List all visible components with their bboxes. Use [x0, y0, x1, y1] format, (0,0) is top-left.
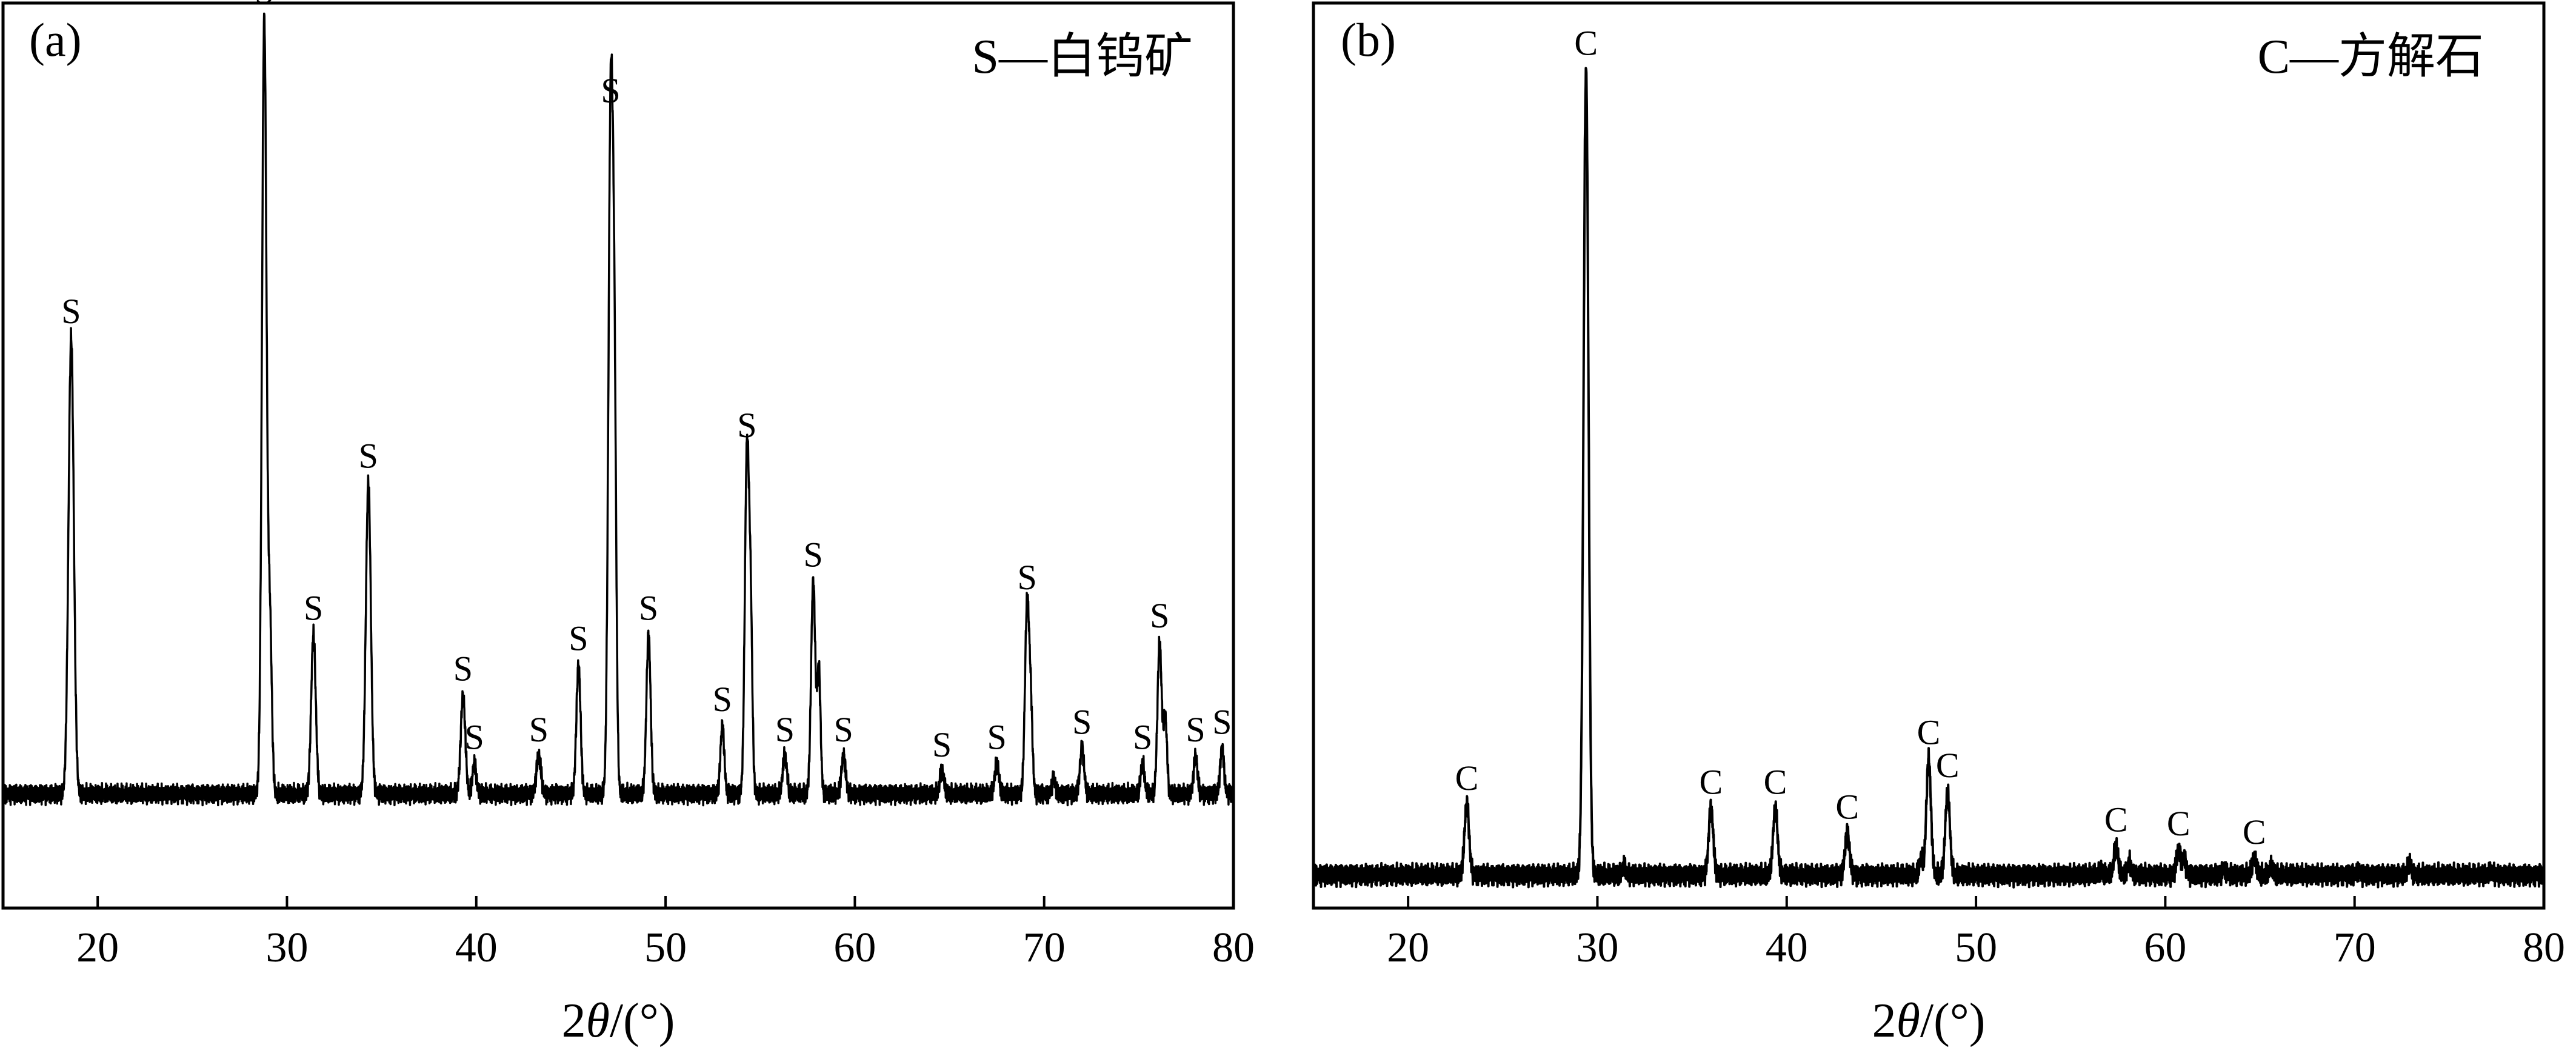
panel-a-peak-marker: S [713, 680, 732, 719]
panel-a-peak-marker: S [639, 588, 658, 627]
panel-a-peak-marker: S [304, 588, 323, 627]
panel-a-peak-marker: S [1017, 558, 1036, 597]
panel-b-peak-marker: C [2167, 804, 2191, 843]
panel-b-peak-marker: C [1700, 763, 1723, 802]
panel-b-pattern-line [1312, 67, 2545, 889]
panel-b-x-tick-label: 40 [1766, 924, 1808, 971]
panel-a-peak-marker: S [61, 292, 81, 331]
panel-a-peak-marker: S [359, 436, 378, 475]
panel-a-peak-marker: S [1150, 596, 1169, 635]
panel-b-legend: C—方解石 [2258, 30, 2484, 84]
panel-b-x-axis-label: 2θ/(°) [1872, 994, 1986, 1048]
panel-a-peak-marker: S [453, 649, 473, 689]
panel-b-peak-marker: C [2104, 800, 2128, 839]
panel-a-peak-marker: S [569, 619, 588, 658]
panel-a-x-tick-label: 40 [455, 924, 498, 971]
panel-a-peak-marker: S [987, 718, 1006, 757]
panel-b-peak-marker: C [1455, 758, 1479, 798]
panel-b-x-tick-label: 50 [1955, 924, 1997, 971]
panel-a-x-tick-label: 60 [833, 924, 876, 971]
panel-b-x-tick-label: 60 [2144, 924, 2186, 971]
panel-b-x-ticks [1407, 896, 2545, 908]
panel-a-peak-marker: S [1072, 703, 1092, 742]
panel-a-peak-marker: S [529, 710, 549, 749]
panel-a-x-tick-label: 20 [76, 924, 119, 971]
panel-a-peak-marker: S [255, 0, 274, 12]
panel-a-peak-labels: SSSSSSSSSSSSSSSSSSSSSSS [61, 0, 1232, 764]
panel-b-x-tick-label: 70 [2334, 924, 2376, 971]
panel-a-peak-marker: S [775, 710, 795, 749]
panel-b-peak-marker: C [1764, 763, 1787, 802]
panel-a-x-tick-label: 80 [1212, 924, 1255, 971]
panel-a-peak-marker: S [1212, 703, 1232, 742]
panel-a-label: (a) [29, 13, 82, 66]
panel-b-peak-marker: C [2243, 812, 2266, 852]
panel-a-peak-marker: S [465, 718, 484, 757]
panel-b-x-tick-label: 80 [2523, 924, 2565, 971]
panel-a-x-tick-label: 70 [1023, 924, 1066, 971]
panel-b-peak-marker: C [1936, 746, 1960, 785]
panel-b-peak-marker: C [1574, 24, 1598, 63]
panel-a-x-axis-label: 2θ/(°) [562, 994, 675, 1048]
panel-a-legend: S—白钨矿 [972, 30, 1193, 84]
panel-b-label: (b) [1341, 13, 1396, 66]
panel-b-peak-marker: C [1835, 787, 1859, 827]
panel-a-peak-marker: S [932, 725, 952, 764]
panel-b-x-tick-label: 20 [1387, 924, 1429, 971]
panel-b-x-tick-label: 30 [1576, 924, 1618, 971]
panel-a-x-tick-label: 30 [265, 924, 308, 971]
panel-b-frame [1312, 1, 2546, 910]
panel-a-peak-marker: S [804, 535, 823, 575]
panel-a-x-tick-labels: 20 30 40 50 60 70 80 [76, 924, 1255, 971]
panel-a-x-tick-label: 50 [644, 924, 687, 971]
panel-a-frame [1, 1, 1235, 910]
panel-b-peak-marker: C [1917, 712, 1941, 752]
panel-a-pattern-line [2, 12, 1235, 807]
panel-a-peak-marker: S [737, 406, 756, 445]
panel-a-peak-marker: S [834, 710, 853, 749]
panel-b-x-tick-labels: 20 30 40 50 60 70 80 [1387, 924, 2565, 971]
panel-a-peak-marker: S [1133, 718, 1152, 757]
panel-a-peak-marker: S [601, 71, 620, 110]
panel-a-peak-marker: S [1186, 710, 1205, 749]
panel-a-x-ticks [96, 896, 1235, 908]
